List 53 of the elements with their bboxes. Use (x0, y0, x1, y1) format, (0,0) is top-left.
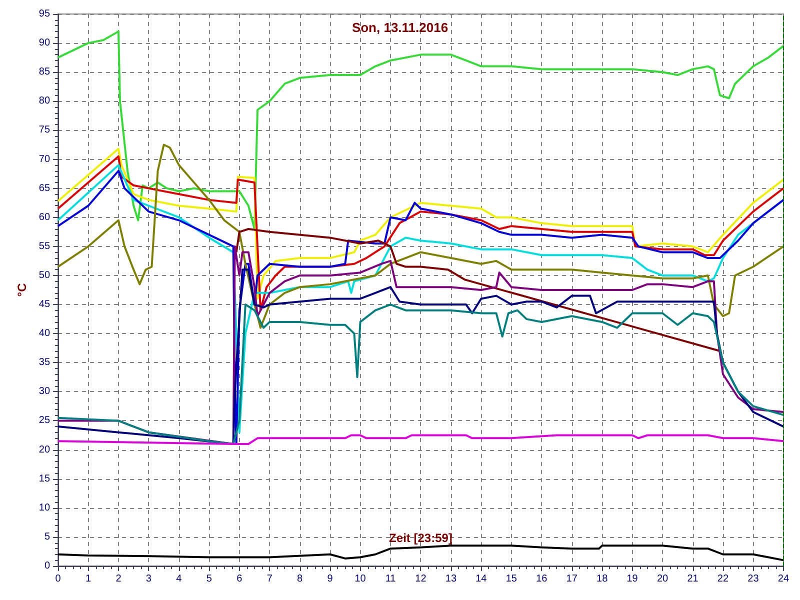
y-tick-label: 75 (38, 124, 50, 136)
x-tick-label: 14 (476, 574, 488, 584)
line-series (235, 228, 721, 352)
line-series (57, 304, 784, 445)
y-axis-title: °C (15, 282, 29, 297)
x-tick-label: 17 (566, 574, 578, 584)
x-tick-label: 19 (626, 574, 638, 584)
y-tick-label: 40 (38, 328, 50, 340)
text: Son, 13.11.2016 (352, 20, 448, 35)
y-tick-label: 95 (38, 8, 50, 20)
x-tick-label: 18 (596, 574, 608, 584)
x-tick-label: 20 (656, 574, 669, 584)
y-tick-label: 10 (38, 502, 50, 514)
line-series (57, 544, 784, 562)
x-tick-label: 9 (327, 574, 334, 584)
y-tick-label: 0 (44, 560, 50, 572)
x-tick-label: 3 (146, 574, 152, 584)
x-tick-label: 11 (385, 574, 396, 584)
y-tick-label: 30 (38, 386, 50, 398)
y-tick-label: 15 (38, 473, 50, 484)
y-tick-label: 85 (38, 66, 50, 78)
x-tick-label: 7 (266, 574, 273, 584)
x-tick-label: 13 (445, 574, 457, 584)
x-tick-label: 4 (176, 574, 182, 584)
y-tick-label: 65 (38, 182, 50, 194)
x-axis-title: Zeit [23:59] (389, 531, 452, 545)
line-series (57, 144, 784, 329)
x-tick-label: 6 (236, 574, 243, 584)
x-tick-label: 5 (206, 574, 212, 584)
y-tick-label: 55 (38, 240, 50, 252)
y-tick-label: 80 (38, 96, 50, 107)
y-tick-label: 25 (38, 415, 50, 426)
y-tick-label: 50 (38, 270, 50, 281)
y-tick-label: 35 (38, 357, 50, 368)
y-tick-label: 90 (38, 38, 50, 49)
y-tick-label: 20 (38, 444, 50, 456)
x-tick-label: 23 (748, 574, 760, 584)
x-tick-label: 0 (55, 574, 62, 584)
x-tick-label: 16 (536, 574, 548, 584)
y-tick-label: 45 (38, 299, 50, 310)
x-tick-label: 8 (297, 574, 304, 584)
y-tick-label: 60 (38, 212, 50, 223)
x-tick-label: 21 (687, 574, 699, 584)
x-tick-label: 2 (116, 574, 122, 584)
y-tick-label: 70 (38, 154, 50, 165)
x-tick-label: 15 (506, 574, 518, 584)
y-tick-label: 5 (44, 531, 50, 542)
line-series (57, 434, 784, 445)
x-tick-label: 1 (85, 574, 92, 584)
x-tick-label: 22 (717, 574, 729, 584)
x-tick-label: 12 (415, 574, 427, 584)
x-tick-label: 24 (778, 574, 790, 584)
x-tick-label: 10 (354, 574, 366, 584)
